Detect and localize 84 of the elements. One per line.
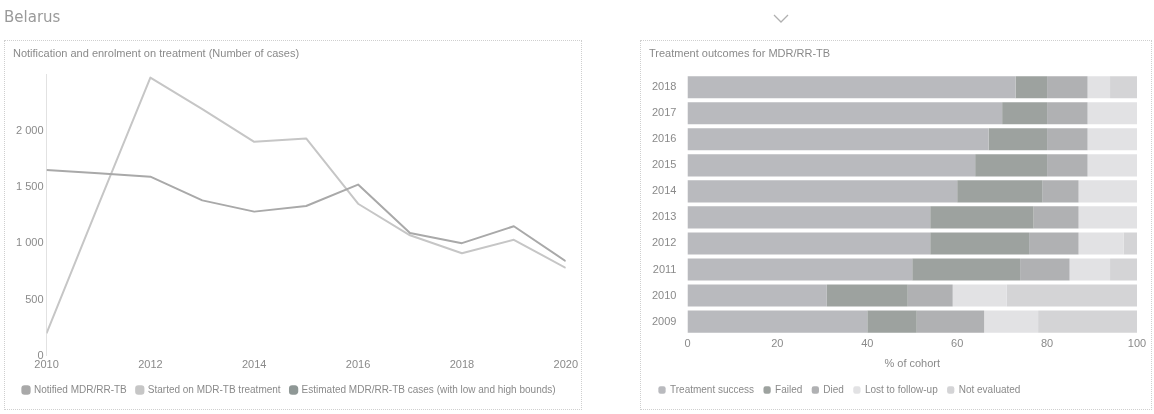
- bar: [687, 128, 989, 151]
- bar: [1047, 76, 1088, 99]
- bar: [912, 258, 1021, 281]
- legend-label: Lost to follow-up: [864, 383, 939, 395]
- bar: [687, 102, 1003, 125]
- bar: [1078, 206, 1137, 229]
- bar: [1069, 258, 1111, 281]
- x-tick-label: 2014: [241, 358, 267, 371]
- bar: [1078, 232, 1124, 255]
- bar: [907, 284, 953, 307]
- y-tick-label: 2013: [651, 210, 677, 223]
- bar: [1087, 128, 1137, 151]
- y-tick-label: 2009: [651, 314, 677, 327]
- y-tick-label: 2010: [651, 288, 677, 301]
- bar: [1110, 76, 1137, 99]
- bar: [1110, 258, 1137, 281]
- x-tick-label: 60: [951, 337, 964, 350]
- y-tick-label: 2 000: [16, 123, 44, 136]
- bar: [1047, 128, 1088, 151]
- y-tick-label: 2018: [651, 80, 677, 93]
- bar: [1038, 310, 1137, 333]
- bar: [984, 310, 1039, 333]
- x-tick-label: 100: [1127, 337, 1147, 350]
- chart-title: Treatment outcomes for MDR/RR-TB: [649, 46, 831, 59]
- x-tick-label: 40: [861, 337, 874, 350]
- bar: [1087, 76, 1111, 99]
- legend-label: Treatment success: [670, 383, 755, 395]
- bar: [826, 284, 908, 307]
- bar: [957, 180, 1043, 203]
- bar: [1042, 180, 1079, 203]
- x-tick-label: 2018: [449, 358, 475, 371]
- x-tick-label: 2016: [345, 358, 371, 371]
- bar: [1020, 258, 1070, 281]
- bar: [988, 128, 1048, 151]
- x-axis-title: % of cohort: [884, 357, 941, 370]
- bar: [1015, 76, 1048, 99]
- bar: [1002, 102, 1048, 125]
- legend-label: Failed: [775, 383, 803, 395]
- legend-label: Started on MDR-TB treatment: [147, 383, 281, 395]
- y-tick-label: 0: [37, 348, 44, 361]
- bar: [930, 206, 1034, 229]
- bar: [1033, 206, 1079, 229]
- y-tick-label: 2016: [651, 132, 677, 145]
- bar: [952, 284, 1007, 307]
- bar: [687, 284, 827, 307]
- bar: [1047, 102, 1088, 125]
- y-tick-label: 2015: [651, 158, 677, 171]
- chart-title: Notification and enrolment on treatment (Number of cases): [13, 46, 300, 59]
- x-tick-label: 2010: [34, 358, 59, 371]
- legend-label: Notified MDR/RR-TB: [34, 383, 128, 395]
- bar: [1006, 284, 1137, 307]
- bar: [1123, 232, 1137, 255]
- legend-label: Not evaluated: [958, 383, 1021, 395]
- y-tick-label: 1 000: [16, 236, 44, 249]
- bar: [930, 232, 1030, 255]
- x-tick-label: 80: [1040, 337, 1054, 350]
- bar: [687, 310, 868, 333]
- y-tick-label: 2012: [651, 236, 677, 249]
- chart-subtitle: Belarus: [4, 8, 61, 26]
- bar: [1087, 102, 1137, 125]
- bar: [867, 310, 917, 333]
- y-tick-label: 2011: [652, 262, 677, 275]
- bar: [687, 232, 931, 255]
- bar: [687, 76, 1016, 99]
- x-tick-label: 2020: [553, 358, 579, 371]
- bar: [975, 154, 1048, 177]
- x-tick-label: 20: [771, 337, 784, 350]
- bar: [1029, 232, 1079, 255]
- bar: [1087, 154, 1137, 177]
- bar: [687, 258, 913, 281]
- bar: [687, 206, 931, 229]
- bar: [1047, 154, 1088, 177]
- bar: [916, 310, 985, 333]
- x-tick-label: 0: [684, 337, 691, 350]
- x-tick-label: 2012: [138, 358, 163, 371]
- bar: [687, 154, 976, 177]
- legend-label: Died: [823, 383, 844, 395]
- y-tick-label: 2017: [651, 106, 677, 119]
- y-tick-label: 1 500: [16, 179, 44, 192]
- legend-label: Estimated MDR/RR-TB cases (with low and high bounds): [301, 383, 556, 395]
- y-tick-label: 500: [25, 292, 44, 305]
- bar: [1078, 180, 1137, 203]
- y-tick-label: 2014: [651, 184, 677, 197]
- bar: [687, 180, 958, 203]
